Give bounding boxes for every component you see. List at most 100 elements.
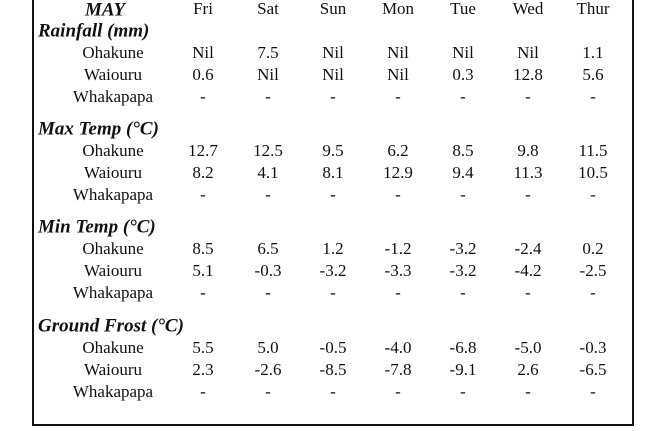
cell-value: - [395, 87, 401, 106]
cell-value: - [460, 87, 466, 106]
cell-value: - [265, 382, 271, 401]
cell-value: Nil [517, 43, 539, 62]
cell-value: 9.8 [517, 141, 538, 160]
cell-value: 0.2 [582, 239, 603, 258]
cell-value: Nil [387, 65, 409, 84]
row-label: Ohakune [82, 239, 143, 258]
cell-value: -4.0 [385, 338, 412, 357]
cell-value: Nil [257, 65, 279, 84]
cell-value: 1.1 [582, 43, 603, 62]
cell-value: 6.5 [257, 239, 278, 258]
cell-value: -6.5 [580, 360, 607, 379]
row-label: Whakapapa [73, 382, 154, 401]
cell-value: Nil [452, 43, 474, 62]
cell-value: -9.1 [450, 360, 477, 379]
cell-value: - [200, 87, 206, 106]
cell-value: 11.5 [578, 141, 607, 160]
cell-value: -3.2 [450, 239, 477, 258]
cell-value: 9.5 [322, 141, 343, 160]
cell-value: -2.6 [255, 360, 282, 379]
cell-value: -2.4 [515, 239, 542, 258]
cell-value: - [525, 185, 531, 204]
cell-value: - [395, 283, 401, 302]
cell-value: 8.5 [452, 141, 473, 160]
cell-value: -3.2 [450, 261, 477, 280]
cell-value: -7.8 [385, 360, 412, 379]
cell-value: 12.5 [253, 141, 283, 160]
cell-value: Nil [322, 65, 344, 84]
section-title: Max Temp (°C) [37, 118, 159, 139]
cell-value: - [200, 185, 206, 204]
cell-value: - [590, 87, 596, 106]
cell-value: - [590, 283, 596, 302]
cell-value: Nil [387, 43, 409, 62]
cell-value: 8.2 [192, 163, 213, 182]
cell-value: -6.8 [450, 338, 477, 357]
cell-value: -0.5 [320, 338, 347, 357]
cell-value: - [265, 87, 271, 106]
cell-value: 2.3 [192, 360, 213, 379]
cell-value: - [460, 283, 466, 302]
cell-value: -3.3 [385, 261, 412, 280]
cell-value: - [395, 185, 401, 204]
cell-value: -4.2 [515, 261, 542, 280]
cell-value: 10.5 [578, 163, 608, 182]
cell-value: - [590, 185, 596, 204]
cell-value: -1.2 [385, 239, 412, 258]
cell-value: 5.5 [192, 338, 213, 357]
row-label: Whakapapa [73, 185, 154, 204]
cell-value: - [525, 382, 531, 401]
cell-value: - [265, 283, 271, 302]
cell-value: 4.1 [257, 163, 278, 182]
cell-value: 5.0 [257, 338, 278, 357]
day-header: Tue [450, 0, 476, 18]
cell-value: -5.0 [515, 338, 542, 357]
cell-value: - [330, 87, 336, 106]
cell-value: 8.1 [322, 163, 343, 182]
day-header: Fri [193, 0, 213, 18]
cell-value: Nil [322, 43, 344, 62]
cell-value: 0.6 [192, 65, 213, 84]
cell-value: 12.7 [188, 141, 218, 160]
cell-value: - [200, 283, 206, 302]
cell-value: -2.5 [580, 261, 607, 280]
cell-value: 9.4 [452, 163, 474, 182]
cell-value: - [525, 283, 531, 302]
cell-value: - [330, 382, 336, 401]
row-label: Ohakune [82, 141, 143, 160]
day-header: Mon [382, 0, 415, 18]
cell-value: 6.2 [387, 141, 408, 160]
day-header: Sun [320, 0, 347, 18]
cell-value: 12.9 [383, 163, 413, 182]
cell-value: -0.3 [580, 338, 607, 357]
cell-value: 1.2 [322, 239, 343, 258]
cell-value: - [460, 185, 466, 204]
cell-value: -8.5 [320, 360, 347, 379]
cell-value: - [330, 283, 336, 302]
row-label: Waiouru [84, 163, 143, 182]
day-header: Wed [513, 0, 544, 18]
cell-value: - [265, 185, 271, 204]
cell-value: 12.8 [513, 65, 543, 84]
cell-value: Nil [192, 43, 214, 62]
row-label: Waiouru [84, 261, 143, 280]
cell-value: -0.3 [255, 261, 282, 280]
day-header: Sat [257, 0, 279, 18]
cell-value: - [200, 382, 206, 401]
cell-value: 8.5 [192, 239, 213, 258]
row-label: Ohakune [82, 338, 143, 357]
cell-value: - [525, 87, 531, 106]
cell-value: 5.1 [192, 261, 213, 280]
cell-value: -3.2 [320, 261, 347, 280]
cell-value: - [395, 382, 401, 401]
cell-value: 7.5 [257, 43, 278, 62]
section-title: Ground Frost (°C) [38, 315, 184, 336]
row-label: Ohakune [82, 43, 143, 62]
month-title: MAY [84, 0, 128, 20]
row-label: Waiouru [84, 65, 143, 84]
row-label: Waiouru [84, 360, 143, 379]
cell-value: 11.3 [513, 163, 542, 182]
